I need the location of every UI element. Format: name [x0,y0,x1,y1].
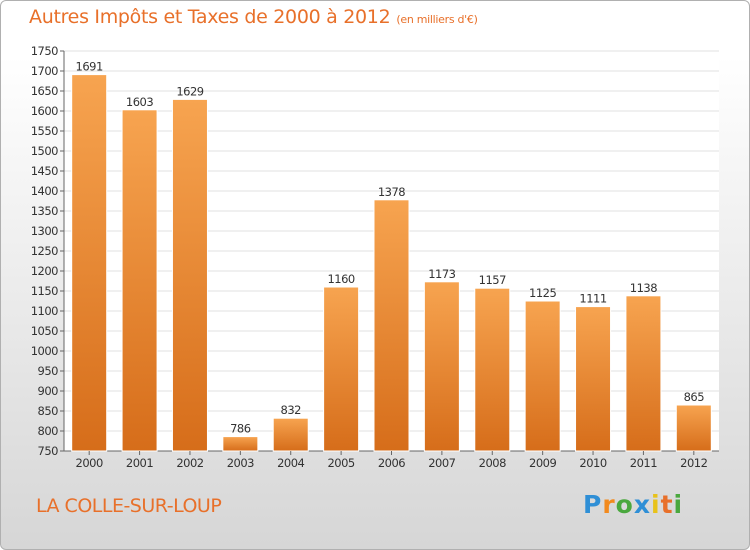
y-tick-label: 1450 [31,164,58,178]
bar-value-label: 832 [281,403,302,417]
logo-letter: x [633,490,651,519]
x-tick-label: 2003 [227,456,254,470]
bar [675,404,712,452]
bar-value-label: 1629 [176,84,203,98]
y-tick-label: 1700 [31,64,58,78]
bar-value-label: 1378 [378,185,405,199]
bar-value-label: 1173 [428,267,455,281]
logo-letter: r [602,490,616,519]
bar [121,109,158,452]
x-tick-label: 2008 [479,456,506,470]
bar [423,281,460,452]
x-tick-label: 2012 [680,456,707,470]
x-tick-label: 2005 [327,456,354,470]
logo-letter: i [651,490,661,519]
unit-label: (en milliers d'€) [396,13,478,26]
x-tick-label: 2010 [579,456,606,470]
y-tick-label: 750 [38,444,59,458]
y-tick-label: 1600 [31,104,58,118]
bar-value-label: 865 [684,390,705,404]
bar [575,306,612,452]
y-tick-label: 1350 [31,204,58,218]
logo-letter: t [660,490,674,519]
bar-value-label: 1111 [579,292,606,306]
logo-letter: P [583,490,603,519]
y-tick-label: 1200 [31,264,58,278]
bar-value-label: 1603 [126,95,153,109]
bar [171,98,208,452]
x-tick-label: 2011 [630,456,657,470]
y-tick-label: 1500 [31,144,58,158]
y-tick-label: 1100 [31,304,58,318]
place-name: LA COLLE-SUR-LOUP [36,495,222,517]
bar-value-label: 1691 [76,60,103,74]
y-tick-label: 1750 [31,44,58,58]
x-tick-label: 2007 [428,456,455,470]
title-text: Autres Impôts et Taxes de 2000 à 2012 [29,6,391,28]
y-tick-label: 1650 [31,84,58,98]
y-tick-label: 1050 [31,324,58,338]
y-tick-label: 1300 [31,224,58,238]
bar [71,74,108,452]
logo-letter: o [615,490,634,519]
y-tick-label: 900 [38,384,59,398]
logo-letter: i [673,490,684,519]
chart-title: Autres Impôts et Taxes de 2000 à 2012 (en… [29,6,478,28]
x-tick-label: 2002 [176,456,203,470]
y-tick-label: 1250 [31,244,58,258]
bar [524,300,561,452]
y-tick-label: 1000 [31,344,58,358]
bar [323,286,360,452]
bar [222,436,259,452]
bar [373,199,410,452]
bar-value-label: 1157 [479,273,506,287]
y-tick-label: 1550 [31,124,58,138]
bar-value-label: 1160 [327,272,354,286]
y-tick-label: 950 [38,364,59,378]
bar [474,287,511,452]
proxiti-logo: Proxiti [583,490,683,519]
x-tick-label: 2004 [277,456,304,470]
x-tick-label: 2006 [378,456,405,470]
bar [272,417,309,452]
x-tick-label: 2000 [76,456,103,470]
x-tick-label: 2001 [126,456,153,470]
y-tick-label: 1150 [31,284,58,298]
bar [625,295,662,452]
bar-value-label: 1138 [630,281,657,295]
bar-value-label: 1125 [529,286,556,300]
y-tick-label: 850 [38,404,59,418]
x-tick-label: 2009 [529,456,556,470]
y-tick-label: 1400 [31,184,58,198]
y-tick-label: 800 [38,424,59,438]
bar-value-label: 786 [230,422,251,436]
